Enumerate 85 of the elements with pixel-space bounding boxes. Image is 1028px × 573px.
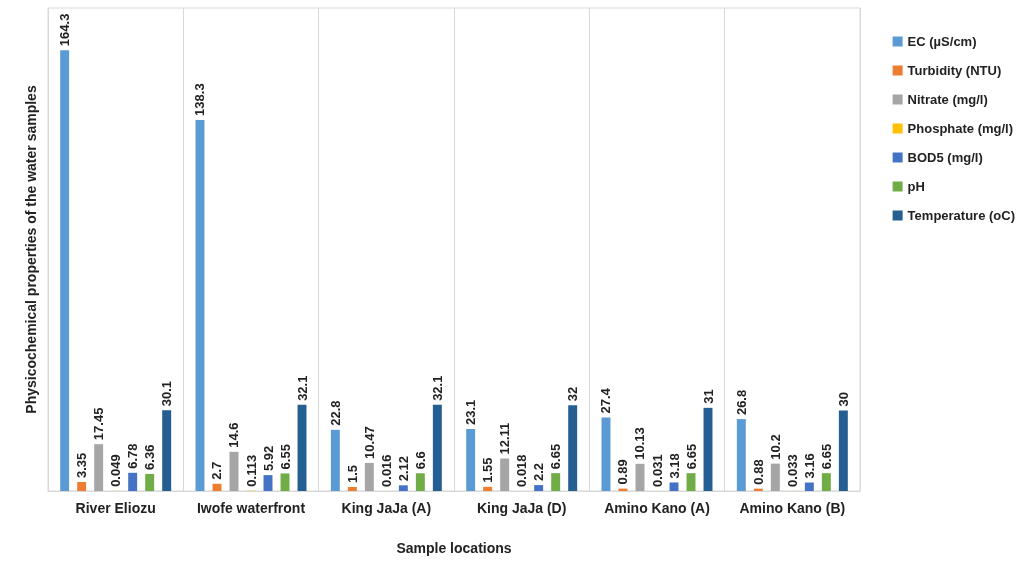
data-label: 3.18 <box>666 453 682 479</box>
bar <box>162 410 172 491</box>
data-label: 0.049 <box>108 454 124 487</box>
data-label: 10.2 <box>767 434 783 460</box>
data-label: 6.36 <box>142 444 158 470</box>
bar <box>415 473 425 491</box>
bar <box>94 444 104 491</box>
bar <box>483 486 493 491</box>
bar <box>804 482 814 491</box>
x-tick-label: Amino Kano (A) <box>604 500 710 516</box>
data-label: 6.55 <box>277 444 293 470</box>
data-label: 2.7 <box>209 461 225 480</box>
data-label: 27.4 <box>598 387 614 414</box>
y-axis-title: Physicochemical properties of the water samples <box>23 85 39 414</box>
legend-label: EC (µS/cm) <box>907 34 977 49</box>
data-label: 2.12 <box>395 456 411 482</box>
legend-label: Nitrate (mg/l) <box>907 92 988 107</box>
data-label: 6.65 <box>548 443 564 470</box>
bar <box>263 475 273 491</box>
bar <box>330 429 340 491</box>
x-tick-label: King JaJa (D) <box>476 500 567 516</box>
data-label: 0.016 <box>378 454 394 487</box>
data-label: 6.6 <box>412 451 428 470</box>
legend-label: BOD5 (mg/l) <box>907 150 983 165</box>
data-label: 32.1 <box>294 375 310 401</box>
data-label: 0.89 <box>615 459 631 485</box>
bar <box>500 458 510 491</box>
data-label: 30 <box>835 392 851 407</box>
bar <box>838 410 848 491</box>
legend-label: pH <box>907 179 925 194</box>
data-label: 5.92 <box>260 445 276 472</box>
data-label: 2.2 <box>531 463 547 482</box>
x-tick-label: King JaJa (A) <box>341 500 432 516</box>
legend-label: Phosphate (mg/l) <box>907 121 1014 136</box>
data-label: 22.8 <box>327 400 343 426</box>
data-label: 10.47 <box>361 426 377 459</box>
data-label: 164.3 <box>57 13 73 47</box>
data-label: 1.5 <box>344 464 360 483</box>
bar <box>432 404 442 491</box>
data-label: 0.031 <box>649 454 665 487</box>
legend-label: Turbidity (NTU) <box>907 63 1002 78</box>
bar <box>466 429 476 491</box>
bar <box>736 419 746 491</box>
bar <box>821 473 831 491</box>
x-axis-title: Sample locations <box>396 540 512 556</box>
data-label: 30.1 <box>159 380 175 407</box>
x-tick-label: Iwofe waterfront <box>196 500 306 516</box>
data-label: 31 <box>700 389 716 404</box>
data-label: 0.113 <box>243 454 259 487</box>
data-label: 26.8 <box>733 389 749 416</box>
data-label: 10.13 <box>632 427 648 460</box>
x-tick-label: Amino Kano (B) <box>739 500 846 516</box>
data-label: 17.45 <box>91 407 107 441</box>
bar <box>145 473 155 491</box>
bar <box>686 473 696 491</box>
bar <box>568 405 578 491</box>
bar <box>280 473 290 491</box>
bar <box>601 417 611 491</box>
data-label: 3.35 <box>74 452 90 479</box>
data-label: 3.16 <box>801 453 817 479</box>
x-tick-label: River Eliozu <box>75 500 156 516</box>
bar <box>128 472 138 491</box>
bar <box>669 482 679 491</box>
data-label: 6.78 <box>125 443 141 469</box>
bar <box>398 485 408 491</box>
data-label: 6.65 <box>818 443 834 470</box>
bar <box>551 473 561 491</box>
data-label: 0.033 <box>784 454 800 487</box>
data-label: 12.11 <box>497 422 513 455</box>
data-label: 1.55 <box>480 457 496 483</box>
bar <box>60 50 70 491</box>
bar <box>347 486 357 491</box>
data-label: 32.1 <box>429 375 445 401</box>
data-label: 0.018 <box>514 454 530 487</box>
data-label: 0.88 <box>750 459 766 485</box>
bar <box>77 482 87 491</box>
data-label: 23.1 <box>463 399 479 426</box>
legend-label: Temperature (oC) <box>907 208 1016 223</box>
bar <box>364 462 374 491</box>
data-label: 14.6 <box>226 422 242 448</box>
data-label: 32 <box>565 386 581 402</box>
data-label: 6.65 <box>683 443 699 470</box>
bar <box>770 463 780 491</box>
data-label: 138.3 <box>192 83 208 116</box>
bar <box>534 485 544 491</box>
